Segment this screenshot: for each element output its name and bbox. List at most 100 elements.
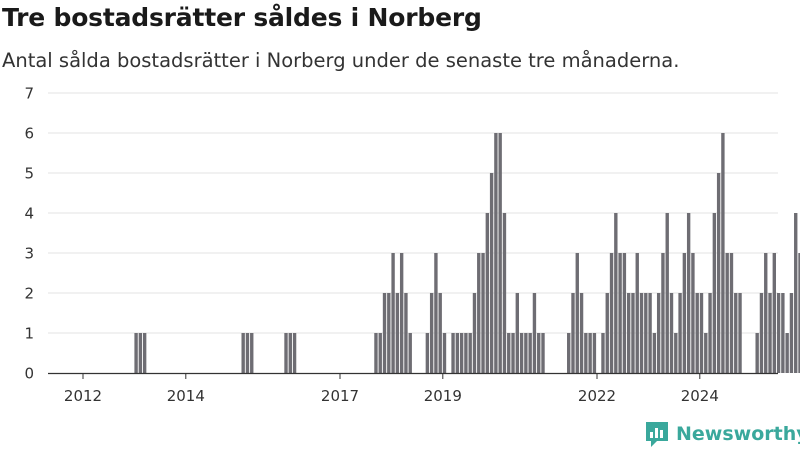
bar: [537, 333, 541, 373]
bar: [391, 253, 395, 373]
bar: [669, 293, 674, 373]
bar: [695, 293, 699, 373]
bar: [609, 253, 614, 373]
bar: [434, 253, 438, 373]
y-tick-label: 5: [24, 165, 34, 183]
bar: [468, 333, 472, 373]
bar: [507, 333, 511, 373]
bar: [292, 333, 297, 373]
x-tick-label: 2017: [321, 387, 359, 405]
bar: [626, 293, 631, 373]
bar: [511, 333, 515, 373]
bar: [532, 293, 537, 373]
bar: [794, 213, 798, 373]
bar: [138, 333, 143, 373]
bar: [686, 213, 691, 373]
bar: [656, 293, 661, 373]
bar: [635, 253, 639, 373]
brand-logo: Newsworthy: [644, 420, 800, 448]
y-tick-label: 7: [24, 85, 34, 103]
bar: [395, 293, 400, 373]
bar: [524, 333, 528, 373]
x-tick-label: 2012: [64, 387, 102, 405]
bar: [738, 293, 742, 373]
bar: [408, 333, 412, 373]
bar: [712, 213, 717, 373]
bar: [704, 333, 708, 373]
bar: [498, 133, 502, 373]
y-tick-label: 0: [24, 365, 34, 383]
bar: [464, 333, 468, 373]
x-tick-label: 2022: [578, 387, 616, 405]
newsworthy-logo-icon: [646, 422, 668, 447]
bar: [614, 213, 618, 373]
bar: [575, 253, 579, 373]
bar: [528, 333, 532, 373]
bar: [601, 333, 605, 373]
y-tick-label: 2: [24, 285, 34, 303]
bar: [515, 293, 519, 373]
bar: [425, 333, 430, 373]
bar: [764, 253, 768, 373]
bar: [502, 213, 507, 373]
bar: [477, 253, 481, 373]
bar: [789, 293, 794, 373]
bar: [665, 213, 669, 373]
bar: [429, 293, 434, 373]
y-tick-label: 6: [24, 125, 34, 143]
bar: [374, 333, 378, 373]
bar: [768, 293, 772, 373]
bar: [438, 293, 442, 373]
bar: [451, 333, 455, 373]
bar: [142, 333, 147, 373]
y-tick-label: 4: [24, 205, 34, 223]
bar: [631, 293, 635, 373]
bar: [485, 213, 490, 373]
bar: [678, 293, 682, 373]
bar: [399, 253, 404, 373]
bar: [571, 293, 575, 373]
bar: [494, 133, 498, 373]
bar: [759, 293, 764, 373]
bar: [378, 333, 382, 373]
bar: [708, 293, 712, 373]
bar: [691, 253, 695, 373]
bar: [455, 333, 460, 373]
bar: [648, 293, 652, 373]
bar: [459, 333, 464, 373]
chart-title: Tre bostadsrätter såldes i Norberg: [2, 3, 482, 32]
bar: [716, 173, 721, 373]
bar: [584, 333, 588, 373]
bar: [442, 333, 447, 373]
bar: [241, 333, 245, 373]
bar: [798, 253, 800, 373]
bar: [772, 253, 776, 373]
x-tick-label: 2019: [424, 387, 462, 405]
bar: [481, 253, 485, 373]
bar: [387, 293, 391, 373]
x-tick-label: 2024: [681, 387, 719, 405]
bar: [382, 293, 387, 373]
bar: [699, 293, 704, 373]
y-tick-label: 3: [24, 245, 34, 263]
bar: [250, 333, 254, 373]
bar: [674, 333, 678, 373]
bar: [567, 333, 571, 373]
bar: [605, 293, 609, 373]
bar: [721, 133, 725, 373]
bar: [288, 333, 292, 373]
bar: [785, 333, 789, 373]
bar: [519, 333, 524, 373]
bar: [729, 253, 734, 373]
bar: [776, 293, 781, 373]
bar: [404, 293, 408, 373]
bar: [588, 333, 592, 373]
y-tick-label: 1: [24, 325, 34, 343]
bar: [284, 333, 288, 373]
bar: [639, 293, 644, 373]
bar: [661, 253, 665, 373]
x-tick-label: 2014: [167, 387, 205, 405]
brand-name: Newsworthy: [676, 423, 800, 445]
bar: [622, 253, 627, 373]
bar: [725, 253, 729, 373]
